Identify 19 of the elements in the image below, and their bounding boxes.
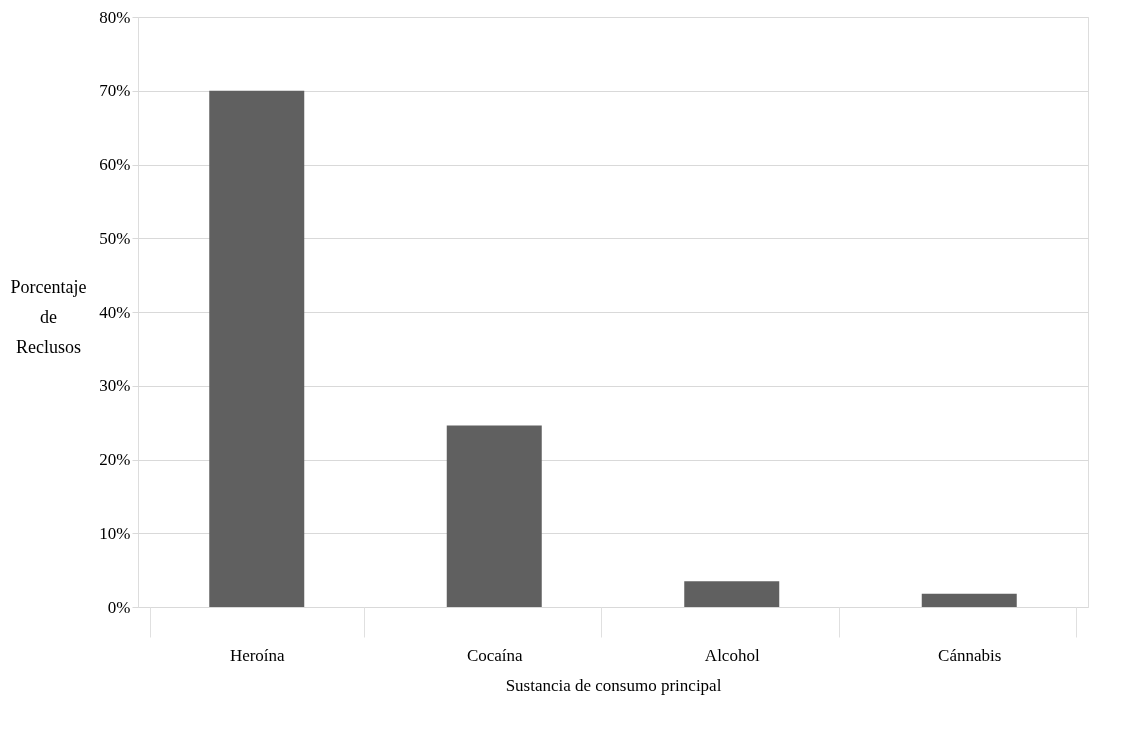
y-tick-label: 0% bbox=[107, 597, 131, 617]
y-tick-label: 30% bbox=[99, 376, 131, 396]
x-tick-label: Alcohol bbox=[704, 645, 760, 665]
y-tick-label: 20% bbox=[99, 450, 131, 469]
x-tick-label: Cánnabis bbox=[938, 645, 1002, 665]
y-tick-label: 70% bbox=[99, 81, 131, 101]
bar bbox=[921, 593, 1017, 607]
y-tick-label: 80% bbox=[99, 7, 131, 27]
bar bbox=[684, 581, 780, 607]
bar bbox=[446, 425, 542, 607]
x-axis-title: Sustancia de consumo principal bbox=[505, 675, 722, 695]
x-tick-label: Heroína bbox=[229, 645, 286, 665]
bar bbox=[209, 90, 305, 607]
y-tick-label: 60% bbox=[99, 155, 131, 174]
y-tick-label: 10% bbox=[99, 523, 131, 543]
y-tick-label: 50% bbox=[99, 228, 131, 248]
y-tick-label: 40% bbox=[99, 302, 131, 322]
x-tick-label: Cocaína bbox=[466, 645, 524, 665]
y-axis-title: Porcentaje de Reclusos bbox=[10, 276, 87, 357]
